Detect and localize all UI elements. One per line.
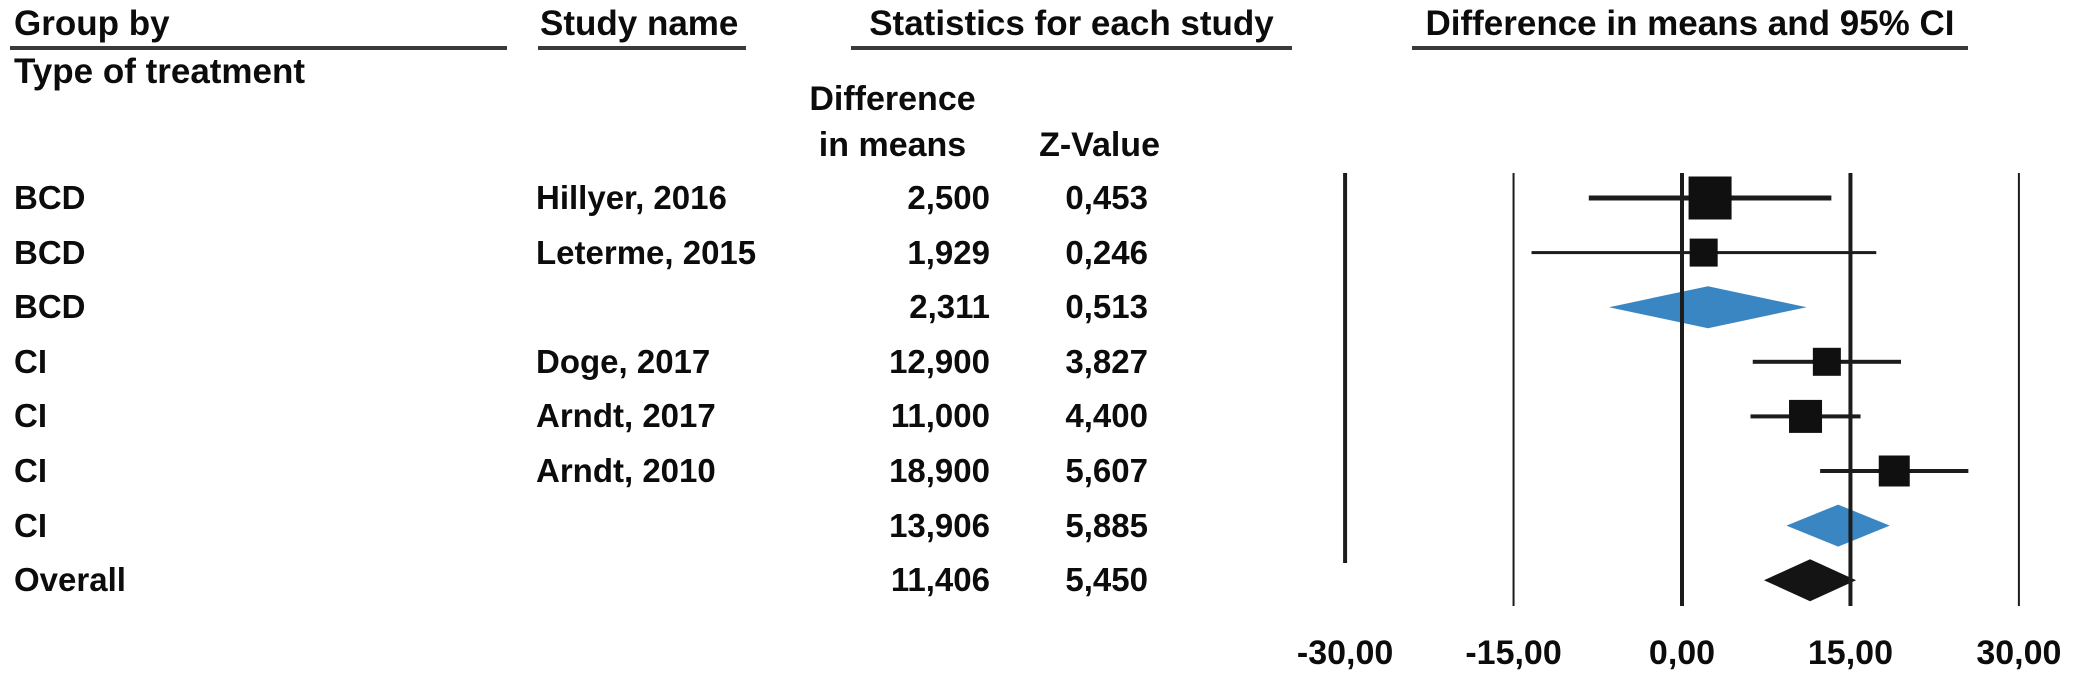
diff-cell: 11,406 <box>890 561 990 599</box>
effect-square <box>1689 238 1718 267</box>
effect-square <box>1812 347 1841 376</box>
group-cell: Overall <box>14 561 126 599</box>
effect-square <box>1688 176 1732 220</box>
diff-cell: 13,906 <box>889 506 990 544</box>
diff-cell: 2,500 <box>907 179 990 216</box>
axis-tick-label: 30,00 <box>1976 634 2062 672</box>
column-header-statistics: Statistics for each study <box>851 4 1292 50</box>
study-cell: Leterme, 2015 <box>536 233 757 271</box>
effect-square <box>1789 399 1823 433</box>
axis-reference-line <box>1343 173 1348 563</box>
z-cell: 4,400 <box>1065 397 1148 435</box>
study-name-label: Study name <box>540 4 739 43</box>
group-cell: CI <box>14 397 47 435</box>
group-cell: CI <box>14 452 47 489</box>
z-cell: 5,607 <box>1065 452 1148 489</box>
group-by-value: Type of treatment <box>14 52 306 91</box>
column-header-study-name: Study name <box>538 4 746 50</box>
z-cell: 0,453 <box>1065 179 1148 216</box>
z-cell: 0,246 <box>1065 233 1148 271</box>
summary-diamond <box>1609 286 1807 329</box>
group-by-label: Group by <box>14 4 170 43</box>
diff-cell: 2,311 <box>909 288 990 326</box>
group-cell: BCD <box>14 233 86 271</box>
diff-cell: 12,900 <box>889 342 990 380</box>
study-cell: Arndt, 2010 <box>536 452 716 489</box>
axis-reference-line <box>1512 173 1515 606</box>
statistics-label: Statistics for each study <box>869 4 1274 43</box>
difference-label-line1: Difference <box>809 80 976 118</box>
axis-reference-line <box>1680 173 1684 606</box>
subheader-difference-in-means: Difference in means <box>795 76 990 168</box>
column-header-group-by: Group by <box>10 4 507 50</box>
column-header-plot: Difference in means and 95% CI <box>1412 4 1968 50</box>
study-cell: Doge, 2017 <box>536 342 711 380</box>
group-cell: CI <box>14 506 47 544</box>
axis-tick-label: -30,00 <box>1296 634 1394 672</box>
group-cell: BCD <box>14 179 86 216</box>
study-cell: Arndt, 2017 <box>536 397 716 435</box>
group-cell: CI <box>14 342 47 380</box>
axis-reference-line <box>1848 173 1853 606</box>
effect-square <box>1878 455 1910 487</box>
z-cell: 5,450 <box>1065 561 1148 599</box>
diff-cell: 1,929 <box>907 233 990 271</box>
axis-tick-label: -15,00 <box>1465 634 1562 672</box>
diff-cell: 18,900 <box>889 452 990 489</box>
z-cell: 5,885 <box>1065 506 1148 544</box>
axis-tick-label: 15,00 <box>1807 634 1893 672</box>
axis-tick-label: 0,00 <box>1648 634 1716 672</box>
subheader-z-value: Z-Value <box>1039 126 1160 164</box>
z-cell: 0,513 <box>1065 288 1148 326</box>
study-cell: Hillyer, 2016 <box>536 179 727 216</box>
z-cell: 3,827 <box>1065 342 1148 380</box>
plot-header-label: Difference in means and 95% CI <box>1425 4 1955 43</box>
summary-diamond <box>1786 504 1890 547</box>
difference-label-line2: in means <box>818 126 967 164</box>
summary-diamond <box>1763 559 1857 602</box>
diff-cell: 11,000 <box>890 397 990 435</box>
group-cell: BCD <box>14 288 86 326</box>
axis-reference-line <box>2017 173 2020 606</box>
